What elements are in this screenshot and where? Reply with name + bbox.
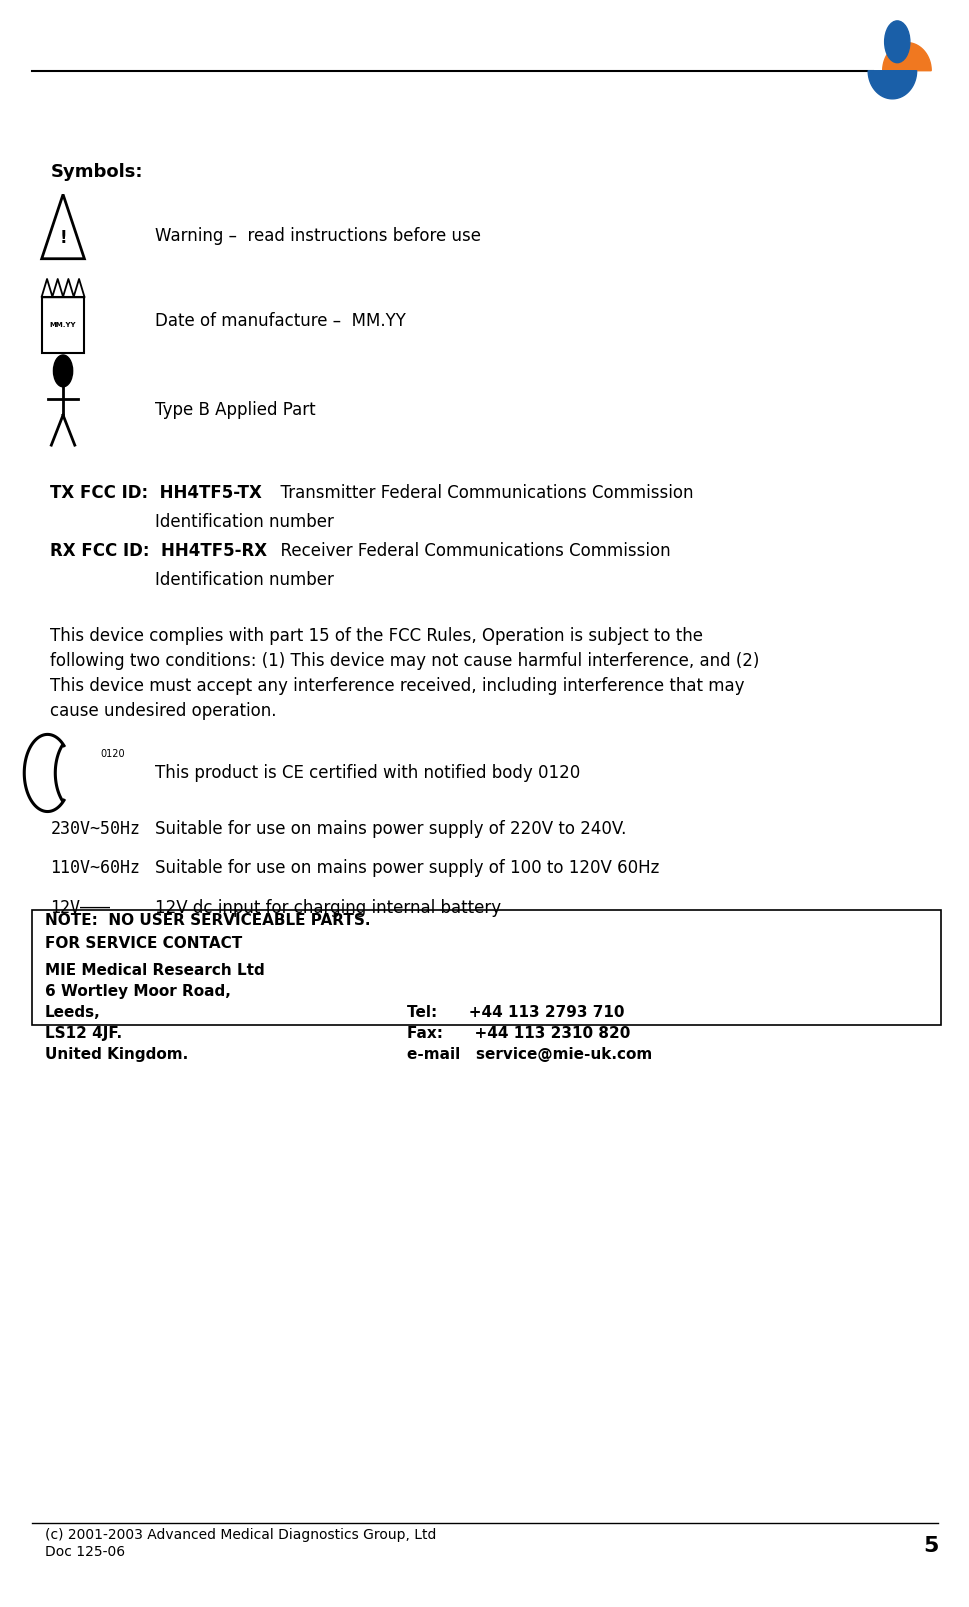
Text: 6 Wortley Moor Road,: 6 Wortley Moor Road, bbox=[45, 983, 231, 1000]
Text: LS12 4JF.: LS12 4JF. bbox=[45, 1025, 122, 1041]
Polygon shape bbox=[867, 71, 916, 98]
Text: e-mail   service@mie-uk.com: e-mail service@mie-uk.com bbox=[407, 1046, 652, 1062]
Text: NOTE:  NO USER SERVICEABLE PARTS.: NOTE: NO USER SERVICEABLE PARTS. bbox=[45, 913, 370, 929]
Text: (c) 2001-2003 Advanced Medical Diagnostics Group, Ltd: (c) 2001-2003 Advanced Medical Diagnosti… bbox=[45, 1528, 435, 1541]
Text: MIE Medical Research Ltd: MIE Medical Research Ltd bbox=[45, 963, 265, 979]
Text: United Kingdom.: United Kingdom. bbox=[45, 1046, 188, 1062]
Text: FOR SERVICE CONTACT: FOR SERVICE CONTACT bbox=[45, 935, 241, 951]
Text: 110V~60Hz: 110V~60Hz bbox=[50, 858, 141, 877]
Bar bbox=[32, 910, 940, 1025]
Text: Tel:      +44 113 2793 710: Tel: +44 113 2793 710 bbox=[407, 1004, 624, 1020]
Text: Leeds,: Leeds, bbox=[45, 1004, 100, 1020]
Text: 12V–––: 12V––– bbox=[50, 898, 110, 918]
Text: Suitable for use on mains power supply of 100 to 120V 60Hz: Suitable for use on mains power supply o… bbox=[155, 858, 659, 877]
Circle shape bbox=[884, 21, 909, 63]
Text: Identification number: Identification number bbox=[155, 513, 333, 532]
Text: This product is CE certified with notified body 0120: This product is CE certified with notifi… bbox=[155, 763, 579, 783]
Text: Fax:      +44 113 2310 820: Fax: +44 113 2310 820 bbox=[407, 1025, 630, 1041]
Circle shape bbox=[53, 355, 73, 387]
Text: 5: 5 bbox=[922, 1536, 938, 1556]
Text: Suitable for use on mains power supply of 220V to 240V.: Suitable for use on mains power supply o… bbox=[155, 820, 626, 839]
Text: Type B Applied Part: Type B Applied Part bbox=[155, 400, 316, 419]
Text: 0120: 0120 bbox=[100, 749, 124, 759]
Text: MM.YY: MM.YY bbox=[49, 321, 77, 328]
Text: Identification number: Identification number bbox=[155, 570, 333, 590]
Text: This device complies with part 15 of the FCC Rules, Operation is subject to the
: This device complies with part 15 of the… bbox=[50, 627, 759, 720]
Text: Transmitter Federal Communications Commission: Transmitter Federal Communications Commi… bbox=[270, 484, 693, 503]
Text: !: ! bbox=[59, 228, 67, 247]
Text: Warning –  read instructions before use: Warning – read instructions before use bbox=[155, 227, 481, 246]
Text: Doc 125-06: Doc 125-06 bbox=[45, 1546, 125, 1559]
Bar bbox=[42, 297, 84, 354]
Text: 230V~50Hz: 230V~50Hz bbox=[50, 820, 141, 839]
Polygon shape bbox=[882, 43, 930, 71]
Text: Date of manufacture –  MM.YY: Date of manufacture – MM.YY bbox=[155, 312, 406, 331]
Text: 12V dc input for charging internal battery: 12V dc input for charging internal batte… bbox=[155, 898, 501, 918]
Text: Receiver Federal Communications Commission: Receiver Federal Communications Commissi… bbox=[270, 542, 671, 561]
Text: RX FCC ID:  HH4TF5-RX: RX FCC ID: HH4TF5-RX bbox=[50, 542, 267, 561]
Text: Symbols:: Symbols: bbox=[50, 162, 142, 182]
Text: TX FCC ID:  HH4TF5-TX: TX FCC ID: HH4TF5-TX bbox=[50, 484, 262, 503]
